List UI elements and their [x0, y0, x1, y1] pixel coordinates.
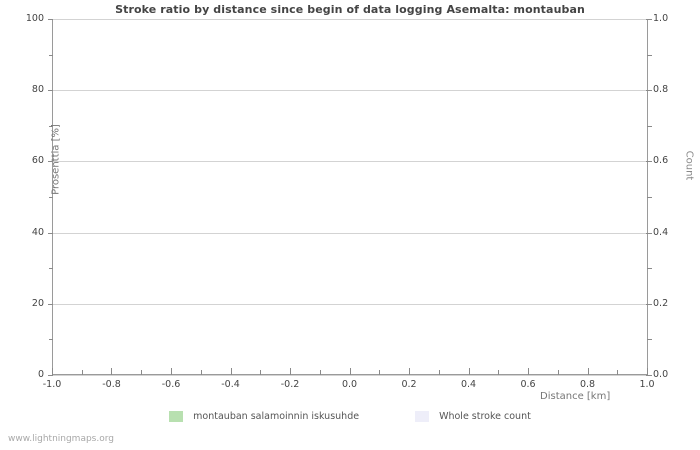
y-right-tick-major	[646, 304, 652, 305]
y-right-tick-major	[646, 161, 652, 162]
legend-swatch-icon	[415, 411, 430, 422]
y-tick-major	[48, 90, 53, 91]
x-tick-label: -0.8	[102, 379, 121, 390]
legend-item[interactable]: Whole stroke count	[415, 411, 531, 422]
y-tick-major	[48, 233, 53, 234]
plot-area	[48, 19, 652, 376]
x-tick-label: -1.0	[42, 379, 62, 390]
x-tick-minor	[617, 370, 618, 375]
x-tick-label: -0.4	[221, 379, 240, 390]
x-tick-label: 1.0	[639, 379, 655, 390]
y-axis-right-title: Count	[683, 150, 695, 181]
y-right-tick-label: 1.0	[653, 13, 669, 24]
chart-legend: montauban salamoinnin iskusuhde Whole str…	[0, 411, 700, 422]
y-tick-major	[48, 161, 53, 162]
y-tick-minor	[49, 197, 53, 198]
x-tick-major	[171, 368, 172, 375]
y-right-tick-minor	[647, 197, 652, 198]
y-tick-label: 100	[25, 13, 44, 24]
x-tick-major	[231, 368, 232, 375]
x-tick-label: -0.2	[280, 379, 300, 390]
y-right-tick-label: 0.0	[653, 369, 669, 380]
y-right-tick-label: 0.2	[653, 297, 669, 309]
x-tick-major	[528, 368, 529, 375]
x-tick-minor	[320, 370, 321, 375]
x-tick-label: -0.6	[161, 379, 181, 390]
y-tick-major	[48, 375, 53, 376]
legend-item-label: montauban salamoinnin iskusuhde	[193, 411, 360, 422]
x-tick-minor	[558, 370, 559, 375]
y-right-tick-label: 0.4	[653, 226, 669, 238]
y-tick-label: 80	[31, 84, 44, 96]
legend-item-label: Whole stroke count	[439, 411, 531, 422]
y-tick-label: 40	[31, 226, 44, 238]
y-tick-major	[48, 304, 53, 305]
x-tick-minor	[260, 370, 261, 375]
y-right-tick-minor	[647, 55, 652, 56]
chart-title: Stroke ratio by distance since begin of …	[115, 3, 585, 16]
x-tick-major	[52, 368, 53, 375]
x-tick-major	[647, 368, 648, 375]
x-tick-label: 0.4	[460, 379, 477, 390]
gridline	[52, 90, 648, 91]
legend-item[interactable]: montauban salamoinnin iskusuhde	[169, 411, 359, 422]
y-right-tick-major	[646, 19, 652, 20]
gridline	[52, 375, 648, 376]
y-right-tick-minor	[647, 268, 652, 269]
y-tick-minor	[49, 268, 53, 269]
y-right-tick-major	[646, 375, 652, 376]
gridline	[52, 19, 648, 20]
y-right-tick-major	[646, 90, 652, 91]
x-axis-title: Distance [km]	[540, 391, 611, 402]
x-tick-major	[350, 368, 351, 375]
y-tick-minor	[49, 339, 53, 340]
x-tick-minor	[82, 370, 83, 375]
x-tick-major	[469, 368, 470, 375]
x-tick-major	[290, 368, 291, 375]
gridline	[52, 161, 648, 162]
x-tick-minor	[498, 370, 499, 375]
y-tick-minor	[49, 126, 53, 127]
y-tick-label: 0	[37, 369, 44, 380]
x-tick-major	[111, 368, 112, 375]
y-right-tick-major	[646, 233, 652, 234]
x-tick-minor	[379, 370, 380, 375]
legend-swatch-icon	[169, 411, 184, 422]
x-tick-minor	[201, 370, 202, 375]
attribution-footer: www.lightningmaps.org	[8, 434, 114, 444]
x-tick-major	[409, 368, 410, 375]
y-right-tick-minor	[647, 339, 652, 340]
x-tick-label: 0.0	[341, 379, 358, 390]
y-axis-left-title: Prosenttia [%]	[50, 124, 62, 195]
y-tick-minor	[49, 55, 53, 56]
x-tick-minor	[141, 370, 142, 375]
y-tick-label: 20	[31, 297, 44, 309]
y-right-tick-minor	[647, 126, 652, 127]
x-tick-minor	[439, 370, 440, 375]
x-tick-label: 0.6	[520, 379, 536, 390]
gridline	[52, 304, 648, 305]
x-tick-major	[588, 368, 589, 375]
gridline	[52, 233, 648, 234]
y-right-tick-label: 0.8	[653, 84, 669, 96]
x-tick-label: 0.8	[579, 379, 596, 390]
x-tick-label: 0.2	[401, 379, 417, 390]
y-tick-label: 60	[31, 155, 44, 167]
y-tick-major	[48, 19, 53, 20]
y-right-tick-label: 0.6	[653, 155, 669, 167]
